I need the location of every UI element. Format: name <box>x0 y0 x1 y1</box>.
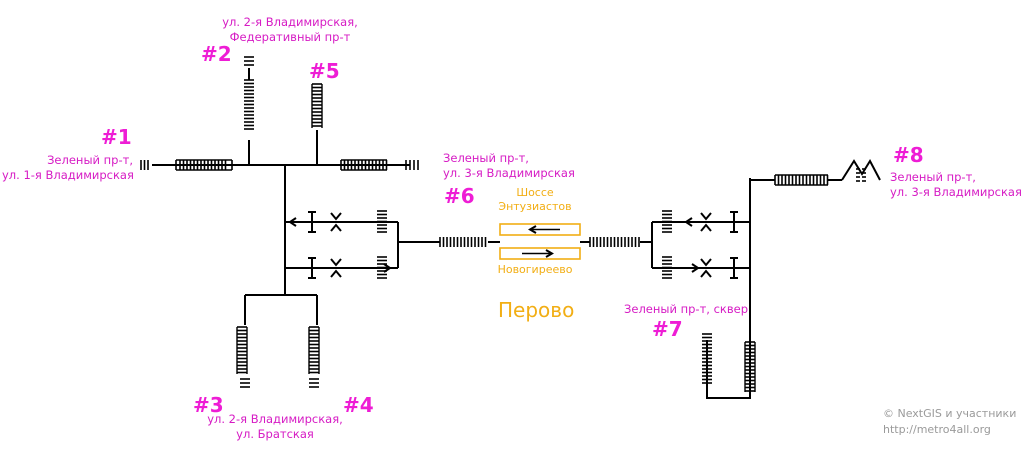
turnstile-gate <box>330 269 342 278</box>
exit-7-loop <box>706 340 751 399</box>
exit-6-number[interactable]: #6 <box>444 184 475 208</box>
exit-2-label: ул. 2-я Владимирская, Федеративный пр-т <box>222 15 358 44</box>
turnstile-gate-right <box>700 223 712 232</box>
exit-8-label: Зеленый пр-т, ул. 3-я Владимирская <box>890 170 1022 199</box>
turnstile-gate <box>330 223 342 232</box>
exit-4-number[interactable]: #4 <box>343 393 374 417</box>
direction-arrow-bottom <box>545 249 554 258</box>
turnstile-arrow <box>383 263 392 273</box>
direction-arrow-top <box>528 225 537 234</box>
exit-6-label: Зеленый пр-т, ул. 3-я Владимирская <box>443 151 575 180</box>
exit-3-4-label: ул. 2-я Владимирская, ул. Братская <box>207 412 343 441</box>
exit-8-ramp <box>841 158 881 181</box>
exit-8-number[interactable]: #8 <box>893 143 924 167</box>
turnstile-gate-right <box>700 269 712 278</box>
turnstile-arrow-right <box>684 217 693 227</box>
turnstile-arrow-right <box>691 263 700 273</box>
turnstile-gate <box>330 212 342 221</box>
platform-track-top <box>499 223 581 236</box>
exit-7-label: Зеленый пр-т, сквер <box>624 302 749 316</box>
turnstile-gate-right <box>700 212 712 221</box>
exit-2-number[interactable]: #2 <box>201 42 232 66</box>
turnstile-arrow <box>288 217 297 227</box>
turnstile-gate-right <box>700 258 712 267</box>
station-name: Перово <box>498 298 575 322</box>
platform-track-bottom <box>499 247 581 260</box>
exit-7-number[interactable]: #7 <box>652 317 683 341</box>
exit-5-number[interactable]: #5 <box>309 59 340 83</box>
direction-top-label: Шоссе Энтузиастов <box>498 186 572 213</box>
exit-1-number[interactable]: #1 <box>101 125 132 149</box>
direction-bottom-label: Новогиреево <box>497 263 573 276</box>
exit-3-number[interactable]: #3 <box>193 393 224 417</box>
turnstile-gate <box>330 258 342 267</box>
exit-1-label: Зеленый пр-т, ул. 1-я Владимирская <box>2 153 134 182</box>
credit[interactable]: © NextGIS и участники http://metro4all.or… <box>883 407 1017 436</box>
